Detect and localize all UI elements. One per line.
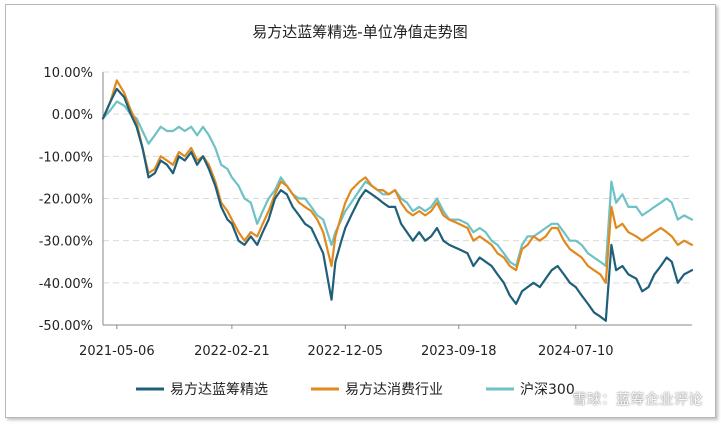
y-tick-label: -10.00% [39,150,93,165]
y-tick-label: 10.00% [43,66,93,81]
y-tick-label: 0.00% [52,108,93,123]
y-tick-label: -30.00% [39,235,93,250]
legend-label-1: 易方达消费行业 [345,382,443,398]
series-line-1 [101,79,694,284]
gridlines [103,71,692,326]
x-tick-label: 2023-09-18 [421,344,497,359]
x-tick-label: 2021-05-06 [79,344,155,359]
y-tick-label: -40.00% [39,277,93,292]
legend-label-2: 沪深300 [520,382,575,398]
x-tick-label: 2022-02-21 [194,344,270,359]
legend: 易方达蓝筹精选 易方达消费行业 沪深300 [136,381,575,398]
line-chart: 易方达蓝筹精选-单位净值走势图 10.00% 0.00% -10.00% -20.00… [39,23,694,398]
chart-frame: 易方达蓝筹精选-单位净值走势图 10.00% 0.00% -10.00% -20.00… [5,4,716,418]
series-line-0 [101,87,694,322]
legend-label-0: 易方达蓝筹精选 [170,381,268,398]
y-tick-label: -20.00% [39,193,93,208]
series-lines [101,79,694,322]
series-line-2 [101,100,694,268]
x-tick-label: 2022-12-05 [308,344,384,359]
y-tick-label: -50.00% [39,319,93,334]
watermark: 雪球：蓝筹企业评论 [572,392,703,408]
chart-title: 易方达蓝筹精选-单位净值走势图 [252,23,467,41]
x-tick-label: 2024-07-10 [538,344,614,359]
axes: 10.00% 0.00% -10.00% -20.00% -30.00% -40.00% -… [39,66,692,359]
